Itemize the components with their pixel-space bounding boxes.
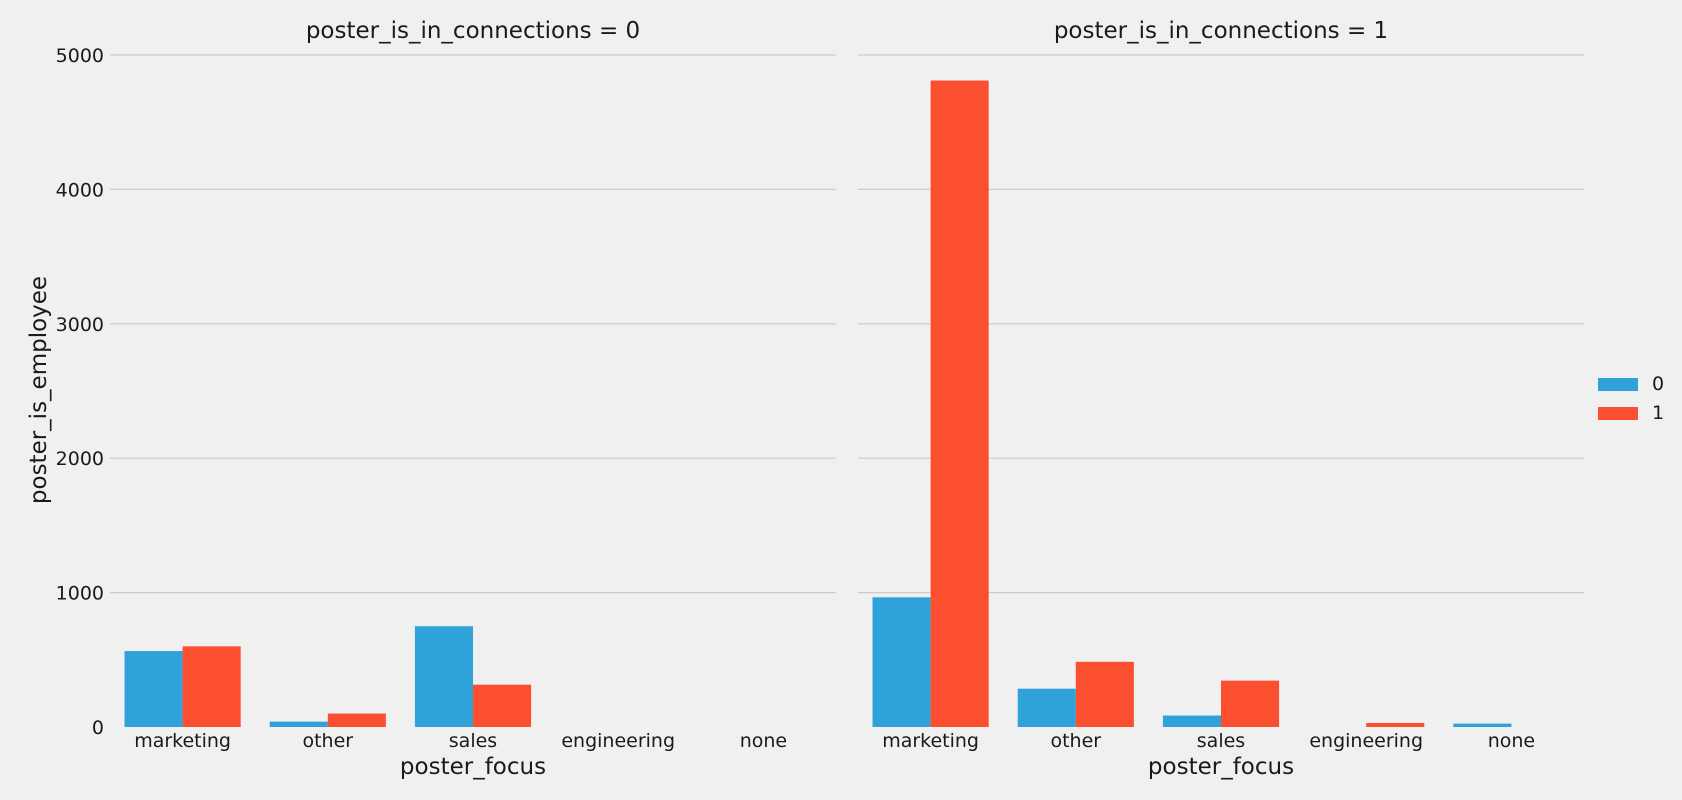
legend-swatch-0	[1598, 378, 1638, 391]
bar-panel-0-sales-hue-0	[414, 626, 473, 727]
bar-panel-1-sales-hue-1	[1221, 680, 1280, 727]
bar-panel-1-none-hue-0	[1453, 723, 1512, 727]
bar-panel-1-other-hue-0	[1017, 688, 1076, 727]
bar-layer	[124, 80, 1512, 727]
bar-panel-0-other-hue-0	[269, 721, 328, 727]
y-tick-label: 2000	[56, 448, 104, 470]
x-tick-label: none	[1488, 730, 1535, 752]
bar-panel-0-other-hue-1	[327, 713, 386, 727]
bar-panel-1-engineering-hue-1	[1366, 722, 1425, 727]
legend: 01	[1598, 373, 1664, 424]
bar-panel-1-marketing-hue-0	[872, 597, 931, 727]
bar-panel-1-other-hue-1	[1075, 661, 1134, 727]
x-tick-label: engineering	[561, 730, 675, 752]
x-tick-label: other	[302, 730, 353, 752]
y-tick-label: 1000	[56, 583, 104, 605]
y-tick-label: 0	[92, 717, 104, 739]
bar-panel-0-marketing-hue-1	[182, 646, 241, 727]
x-tick-label: sales	[1197, 730, 1245, 752]
x-tick-label: marketing	[882, 730, 979, 752]
y-tick-label: 3000	[56, 314, 104, 336]
x-tick-label: marketing	[134, 730, 231, 752]
x-tick-label: engineering	[1309, 730, 1423, 752]
y-tick-label: 4000	[56, 179, 104, 201]
x-tick-label: sales	[449, 730, 497, 752]
bar-panel-1-marketing-hue-1	[930, 80, 989, 727]
panel-title: poster_is_in_connections = 1	[1054, 18, 1388, 44]
x-tick-label: other	[1050, 730, 1101, 752]
x-axis-label: poster_focus	[400, 754, 546, 780]
x-axis-label: poster_focus	[1148, 754, 1294, 780]
bar-panel-1-sales-hue-0	[1162, 715, 1221, 727]
legend-label: 0	[1652, 373, 1664, 395]
legend-label: 1	[1652, 402, 1664, 424]
bar-panel-0-marketing-hue-0	[124, 651, 183, 727]
text-layer: 0 1000 2000 3000 4000 5000 poster_is_in_connec…	[56, 18, 1535, 780]
bar-panel-0-sales-hue-1	[473, 684, 532, 727]
x-tick-label: none	[740, 730, 787, 752]
y-axis-label: poster_is_employee	[26, 276, 52, 504]
legend-swatch-1	[1598, 407, 1638, 420]
y-tick-label: 5000	[56, 45, 104, 67]
panel-title: poster_is_in_connections = 0	[306, 18, 640, 44]
